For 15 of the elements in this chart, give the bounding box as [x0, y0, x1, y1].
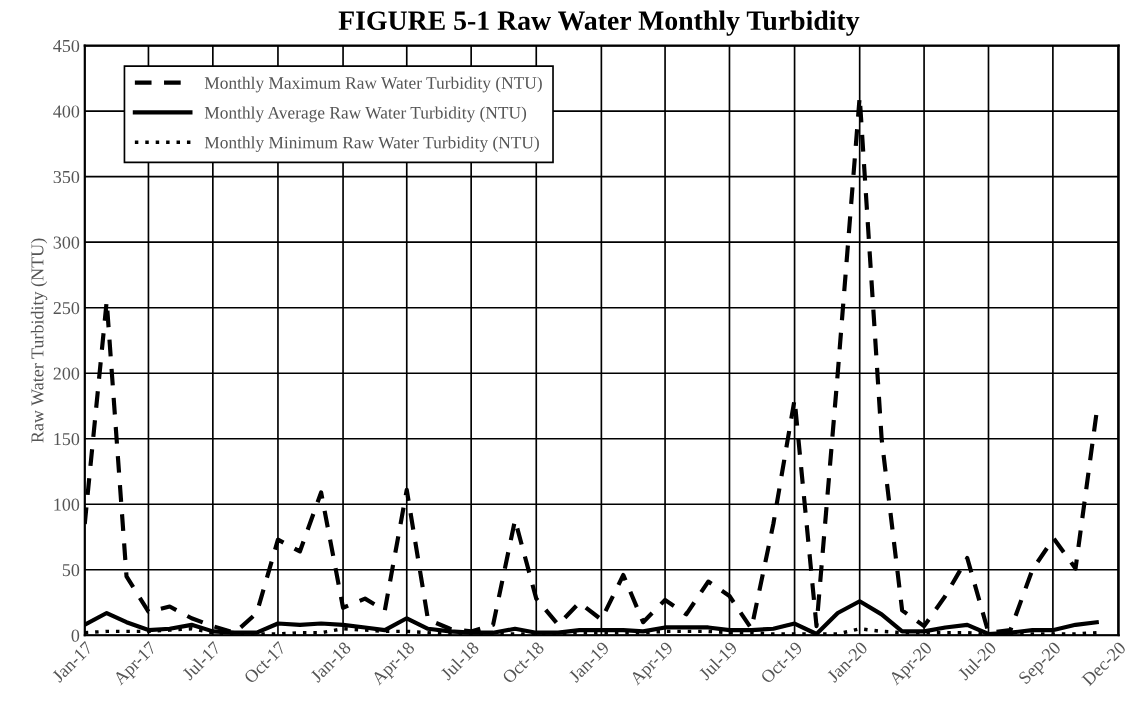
- y-tick-label: 150: [54, 433, 80, 446]
- y-tick-label: 400: [53, 105, 80, 118]
- y-tick-label: 450: [53, 39, 80, 53]
- y-tick-label: 50: [62, 564, 80, 577]
- legend-label: Monthly Maximum Raw Water Turbidity (NTU): [204, 76, 542, 93]
- y-tick-label: 200: [53, 367, 80, 380]
- y-tick-label: 350: [53, 170, 80, 184]
- legend-label: Monthly Average Raw Water Turbidity (NTU): [204, 106, 527, 123]
- y-tick-label: 250: [53, 301, 80, 315]
- y-tick-label: 0: [71, 629, 80, 642]
- chart-title: FIGURE 5-1 Raw Water Monthly Turbidity: [338, 10, 860, 36]
- y-tick-label: 300: [53, 236, 80, 249]
- legend-label: Monthly Minimum Raw Water Turbidity (NTU): [204, 136, 539, 152]
- y-tick-label: 100: [54, 498, 80, 511]
- y-axis-title: Raw Water Turbidity (NTU): [30, 238, 48, 443]
